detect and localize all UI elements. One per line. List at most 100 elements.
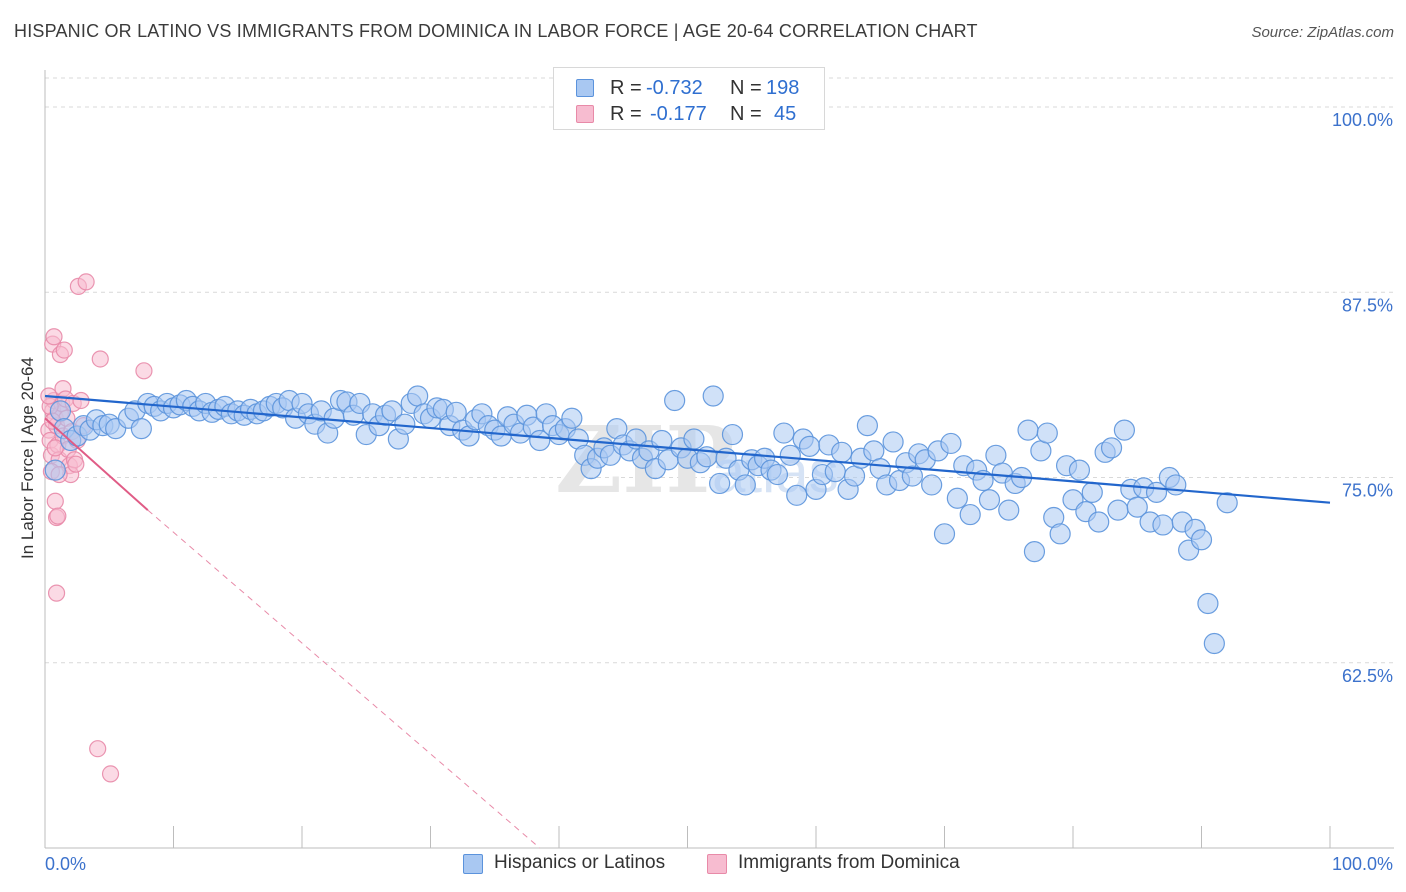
point-hispanics <box>1197 592 1219 615</box>
trend-line-dominica-extension <box>147 509 541 849</box>
point-hispanics <box>985 444 1007 466</box>
point-hispanics <box>843 465 866 487</box>
r-label: R = <box>610 103 642 125</box>
n-value: 45 <box>774 103 797 125</box>
chart-legend: Hispanics or Latinos Immigrants from Dom… <box>0 851 1406 879</box>
point-hispanics <box>702 385 724 407</box>
trend-line-dominica <box>44 417 149 511</box>
point-dominica <box>101 765 120 783</box>
point-hispanics <box>1113 419 1136 441</box>
point-dominica <box>67 455 85 473</box>
legend-label-dominica: Immigrants from Dominica <box>738 852 960 873</box>
point-hispanics <box>529 429 551 452</box>
point-hispanics <box>1023 541 1046 563</box>
grid-lines <box>45 77 1394 664</box>
point-hispanics <box>1036 422 1058 444</box>
point-hispanics <box>773 422 795 444</box>
point-hispanics <box>734 474 756 496</box>
point-hispanics <box>1203 632 1225 655</box>
point-dominica <box>77 273 95 291</box>
point-hispanics <box>130 418 152 440</box>
point-dominica <box>49 507 67 525</box>
point-hispanics <box>664 389 686 412</box>
point-hispanics <box>824 460 846 483</box>
stats-row-dominica: R = -0.177 N = 45 <box>554 102 824 128</box>
n-label: N = <box>730 77 762 99</box>
point-hispanics <box>798 435 821 458</box>
point-hispanics <box>933 523 956 545</box>
legend-label-hispanics: Hispanics or Latinos <box>494 852 666 873</box>
correlation-stats-box: R = -0.732 N = 198 R = -0.177 N = 45 <box>553 67 825 130</box>
point-hispanics <box>445 401 467 423</box>
x-tick-label-end: 100.0% <box>1332 854 1393 874</box>
y-tick-label: 75.0% <box>1342 481 1393 501</box>
point-dominica <box>47 584 66 602</box>
legend-swatch-dominica <box>707 854 727 874</box>
source-note: Source: ZipAtlas.com <box>1251 24 1394 41</box>
point-dominica <box>135 362 153 380</box>
series-immigrants-from-dominica <box>40 273 153 783</box>
stats-row-hispanics: R = -0.732 N = 198 <box>554 76 824 102</box>
point-hispanics <box>1030 440 1052 462</box>
point-hispanics <box>998 499 1020 521</box>
stats-swatch-blue <box>576 79 594 97</box>
point-hispanics <box>44 459 66 481</box>
point-hispanics <box>1081 481 1103 503</box>
point-hispanics <box>978 489 1001 511</box>
r-value: -0.177 <box>650 103 707 125</box>
point-hispanics <box>1088 511 1110 533</box>
stats-swatch-pink <box>576 105 594 123</box>
point-hispanics <box>921 474 943 496</box>
point-hispanics <box>940 432 962 455</box>
point-hispanics <box>381 400 403 422</box>
legend-swatch-hispanics <box>463 854 483 874</box>
point-hispanics <box>1049 523 1071 545</box>
point-hispanics <box>1107 499 1129 521</box>
y-tick-label: 87.5% <box>1342 295 1393 315</box>
point-hispanics <box>786 484 808 506</box>
point-hispanics <box>1126 496 1148 518</box>
point-hispanics <box>779 444 801 466</box>
trend-lines <box>44 394 1331 849</box>
point-hispanics <box>766 463 789 486</box>
point-hispanics <box>1165 474 1187 496</box>
point-hispanics <box>651 429 673 452</box>
point-hispanics <box>709 472 731 495</box>
point-hispanics <box>394 413 416 435</box>
point-hispanics <box>972 469 994 492</box>
r-label: R = <box>610 77 642 99</box>
point-hispanics <box>863 440 885 462</box>
point-hispanics <box>561 407 583 429</box>
point-hispanics <box>407 385 429 407</box>
point-hispanics <box>959 503 981 526</box>
point-hispanics <box>1216 492 1238 514</box>
r-value: -0.732 <box>646 77 703 99</box>
point-hispanics <box>1100 437 1123 459</box>
point-hispanics <box>1017 419 1039 441</box>
point-hispanics <box>882 431 904 453</box>
point-hispanics <box>946 487 968 509</box>
x-tick-label-start: 0.0% <box>45 854 86 874</box>
point-dominica <box>89 740 107 758</box>
y-tick-label: 100.0% <box>1332 110 1393 130</box>
n-value: 198 <box>766 77 800 99</box>
point-hispanics <box>721 423 744 446</box>
point-hispanics <box>49 400 72 422</box>
point-dominica <box>91 350 109 368</box>
point-hispanics <box>1190 529 1213 551</box>
point-hispanics <box>901 465 923 487</box>
point-hispanics <box>856 415 879 437</box>
point-hispanics <box>1152 514 1174 536</box>
n-label: N = <box>730 103 762 125</box>
point-dominica <box>46 492 64 510</box>
point-hispanics <box>1068 459 1091 481</box>
point-hispanics <box>683 428 705 450</box>
point-hispanics <box>831 441 853 463</box>
axes <box>44 70 1394 849</box>
point-dominica <box>55 341 73 359</box>
point-dominica <box>45 328 63 346</box>
tick-labels: 62.5% 75.0% 87.5% 100.0% 0.0% 100.0% <box>45 110 1393 874</box>
trend-line-hispanics <box>44 394 1331 504</box>
y-tick-label: 62.5% <box>1342 666 1393 686</box>
